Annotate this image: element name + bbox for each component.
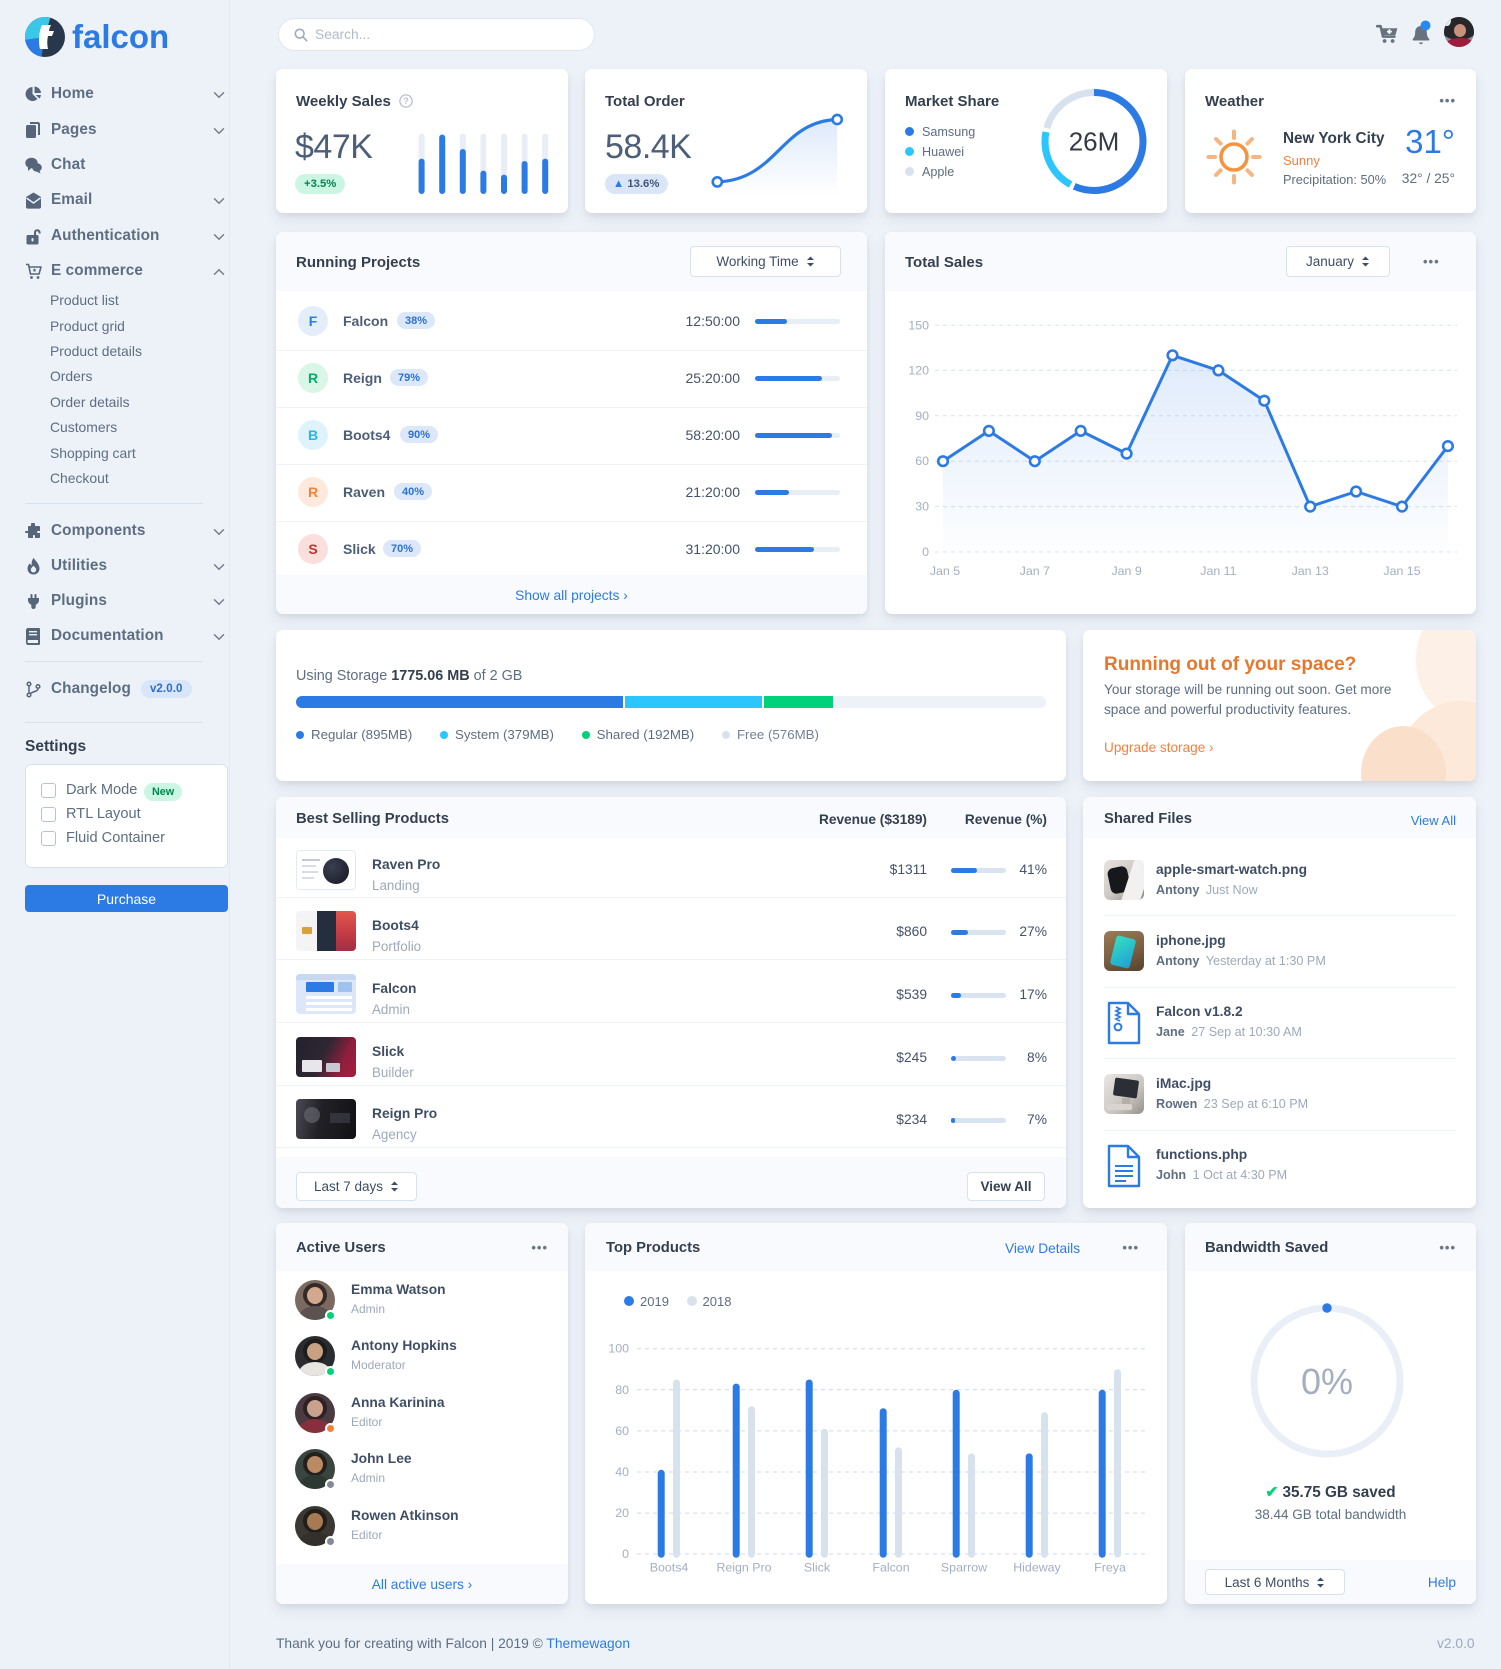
svg-text:Hideway: Hideway [1013,1561,1061,1575]
svg-text:90: 90 [915,409,929,423]
svg-text:80: 80 [615,1383,629,1397]
svg-text:60: 60 [915,454,929,468]
svg-text:40: 40 [615,1465,629,1479]
svg-text:26M: 26M [1069,127,1120,157]
svg-text:Boots4: Boots4 [650,1561,689,1575]
svg-text:?: ? [403,96,408,106]
svg-text:0: 0 [622,1547,629,1561]
svg-text:Sparrow: Sparrow [941,1561,987,1575]
svg-text:20: 20 [615,1506,629,1520]
svg-text:Jan 13: Jan 13 [1292,564,1329,578]
svg-text:Reign Pro: Reign Pro [716,1561,771,1575]
svg-text:Freya: Freya [1094,1561,1126,1575]
svg-text:Falcon: Falcon [872,1561,909,1575]
svg-text:Slick: Slick [804,1561,831,1575]
svg-text:Jan 7: Jan 7 [1020,564,1050,578]
svg-text:Jan 15: Jan 15 [1383,564,1420,578]
svg-text:Jan 11: Jan 11 [1200,564,1236,578]
svg-text:100: 100 [608,1342,629,1356]
svg-text:60: 60 [615,1424,629,1438]
svg-text:Jan 5: Jan 5 [930,564,960,578]
svg-text:120: 120 [908,363,929,377]
svg-text:0%: 0% [1301,1361,1353,1402]
svg-text:30: 30 [915,500,929,514]
svg-text:Jan 9: Jan 9 [1111,564,1141,578]
svg-text:0: 0 [922,545,929,559]
svg-text:150: 150 [908,318,929,332]
